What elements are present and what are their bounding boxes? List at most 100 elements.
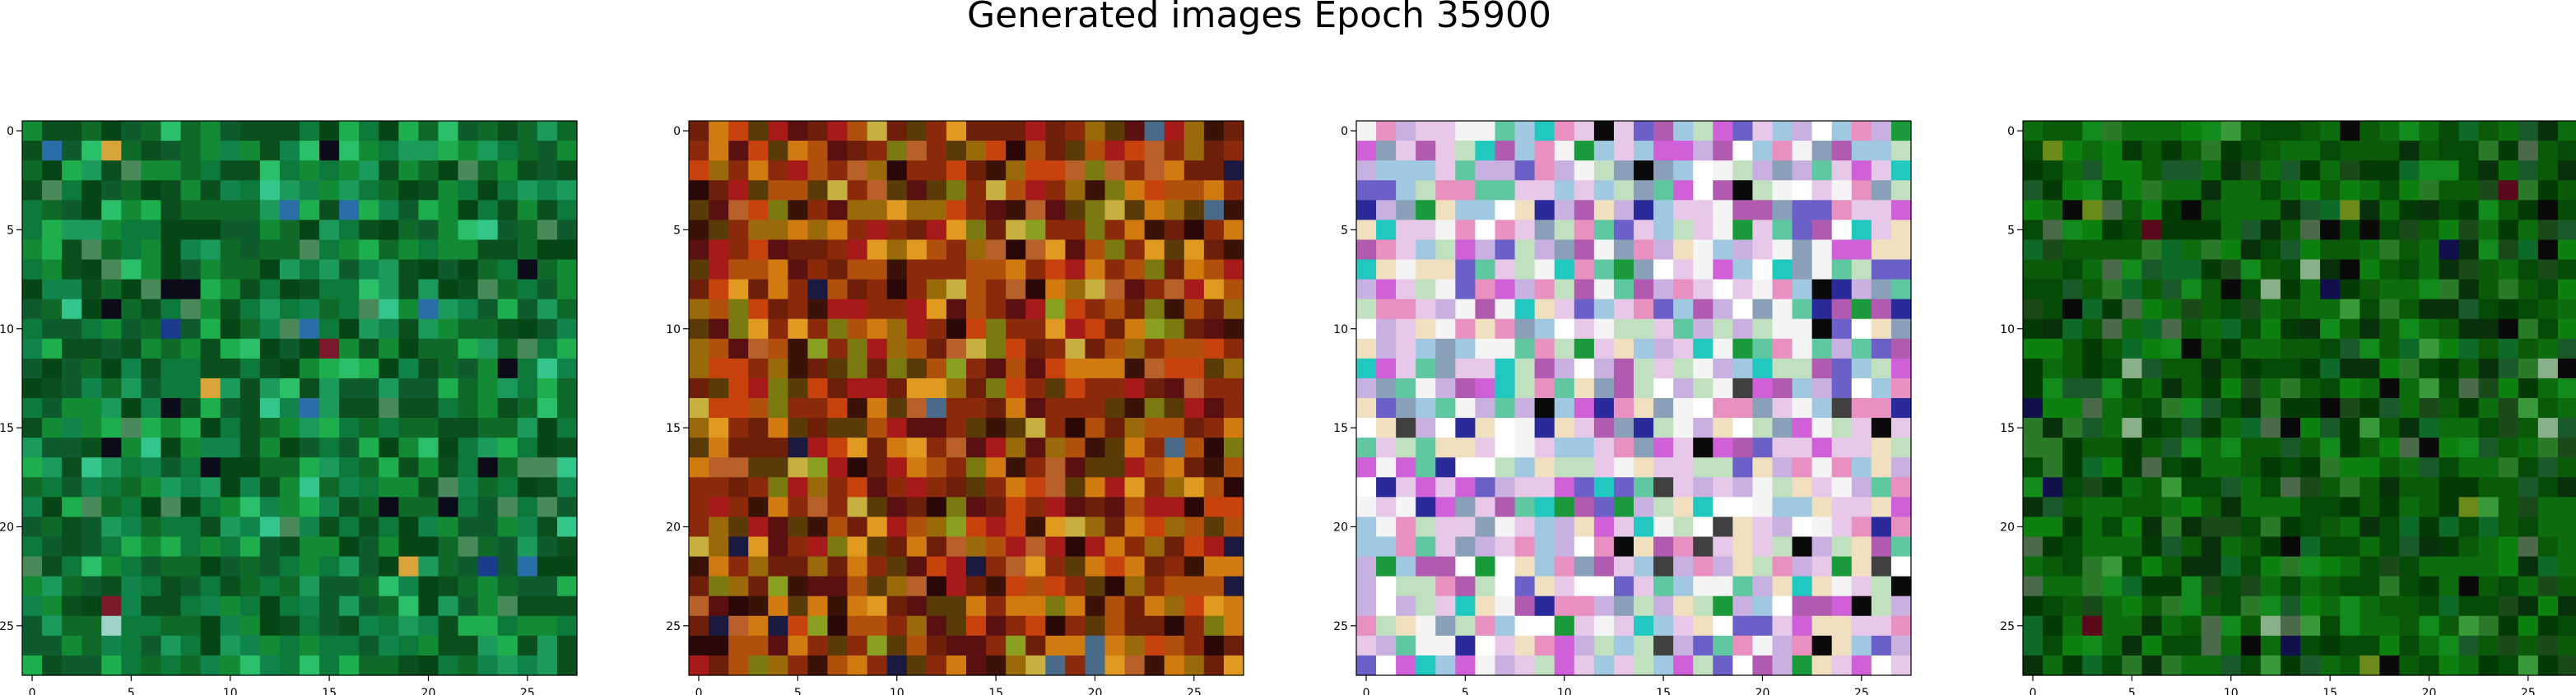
image-pixel <box>2240 497 2262 518</box>
image-pixel <box>1475 457 1496 478</box>
image-pixel <box>1713 497 1733 518</box>
image-pixel <box>1792 615 1813 637</box>
image-pixel <box>886 338 908 359</box>
image-pixel <box>1713 418 1733 438</box>
image-pixel <box>2023 615 2044 637</box>
image-pixel <box>1890 398 1912 419</box>
x-tick-label: 15 <box>1656 687 1671 695</box>
image-pixel <box>1356 655 1377 676</box>
image-pixel <box>748 338 769 359</box>
image-pixel <box>1065 259 1086 280</box>
image-pixel <box>1025 358 1046 379</box>
image-pixel <box>709 536 729 558</box>
image-pixel <box>1653 378 1674 399</box>
image-pixel <box>1752 635 1774 656</box>
image-pixel <box>180 121 202 141</box>
image-pixel <box>1593 477 1615 498</box>
image-pixel <box>279 180 300 201</box>
image-pixel <box>81 438 102 458</box>
image-pixel <box>1495 338 1516 359</box>
image-pixel <box>458 418 479 438</box>
image-pixel <box>497 378 518 399</box>
image-pixel <box>1752 398 1774 419</box>
image-pixel <box>1376 358 1397 379</box>
image-pixel <box>709 160 729 181</box>
image-pixel <box>359 655 379 676</box>
image-pixel <box>827 200 849 220</box>
image-pixel <box>1085 160 1106 181</box>
image-pixel <box>788 318 809 340</box>
image-pixel <box>1045 576 1066 597</box>
image-pixel <box>2557 398 2576 419</box>
image-pixel <box>1752 418 1774 438</box>
image-pixel <box>2141 259 2163 280</box>
image-pixel <box>1104 121 1126 141</box>
image-pixel <box>728 457 749 478</box>
image-pixel <box>1593 338 1615 359</box>
image-pixel <box>1613 358 1634 379</box>
image-pixel <box>2023 438 2044 458</box>
image-pixel <box>1871 299 1892 320</box>
image-pixel <box>1713 299 1733 320</box>
image-pixel <box>2201 576 2222 597</box>
image-pixel <box>886 635 908 656</box>
image-pixel <box>2478 418 2499 438</box>
image-pixel <box>1006 398 1026 419</box>
image-pixel <box>141 318 162 340</box>
image-pixel <box>1713 615 1733 637</box>
image-pixel <box>2220 200 2242 220</box>
image-pixel <box>1732 635 1754 656</box>
image-pixel <box>946 299 967 320</box>
image-pixel <box>1495 457 1516 478</box>
image-pixel <box>689 418 709 438</box>
image-pixel <box>827 576 849 597</box>
image-pixel <box>1890 517 1912 538</box>
image-pixel <box>1811 497 1833 518</box>
image-pixel <box>121 457 142 478</box>
image-pixel <box>259 141 281 161</box>
image-pixel <box>1025 141 1046 161</box>
image-pixel <box>42 318 63 340</box>
image-pixel <box>1772 259 1793 280</box>
image-pixel <box>42 517 63 538</box>
image-pixel <box>141 358 162 379</box>
image-pixel <box>906 358 928 379</box>
image-pixel <box>2062 536 2083 558</box>
image-pixel <box>1693 655 1713 676</box>
image-pixel <box>418 160 439 181</box>
image-pixel <box>477 418 499 438</box>
image-pixel <box>1811 398 1833 419</box>
image-pixel <box>418 536 439 558</box>
image-pixel <box>1890 378 1912 399</box>
image-pixel <box>966 378 987 399</box>
image-pixel <box>1006 180 1026 201</box>
image-pixel <box>2240 160 2262 181</box>
image-pixel <box>1613 635 1634 656</box>
image-pixel <box>1693 121 1713 141</box>
image-pixel <box>2419 378 2440 399</box>
image-pixel <box>2320 318 2341 340</box>
image-pixel <box>1183 279 1205 300</box>
image-pixel <box>1356 378 1377 399</box>
image-pixel <box>1396 477 1416 498</box>
image-pixel <box>1164 200 1185 220</box>
image-pixel <box>200 318 221 340</box>
image-pixel <box>926 180 947 201</box>
image-pixel <box>1634 358 1654 379</box>
image-pixel <box>2280 477 2301 498</box>
image-pixel <box>1455 220 1476 241</box>
image-pixel <box>1613 338 1634 359</box>
image-pixel <box>2537 576 2559 597</box>
image-pixel <box>259 200 281 220</box>
image-pixel <box>2557 418 2576 438</box>
image-pixel <box>2439 517 2460 538</box>
image-pixel <box>1831 358 1853 379</box>
image-pixel <box>101 200 122 220</box>
image-pixel <box>1772 378 1793 399</box>
image-pixel <box>1045 318 1066 340</box>
image-pixel <box>2161 497 2183 518</box>
image-pixel <box>1203 457 1225 478</box>
image-pixel <box>418 497 439 518</box>
image-pixel <box>2360 160 2380 181</box>
image-pixel <box>1634 655 1654 676</box>
